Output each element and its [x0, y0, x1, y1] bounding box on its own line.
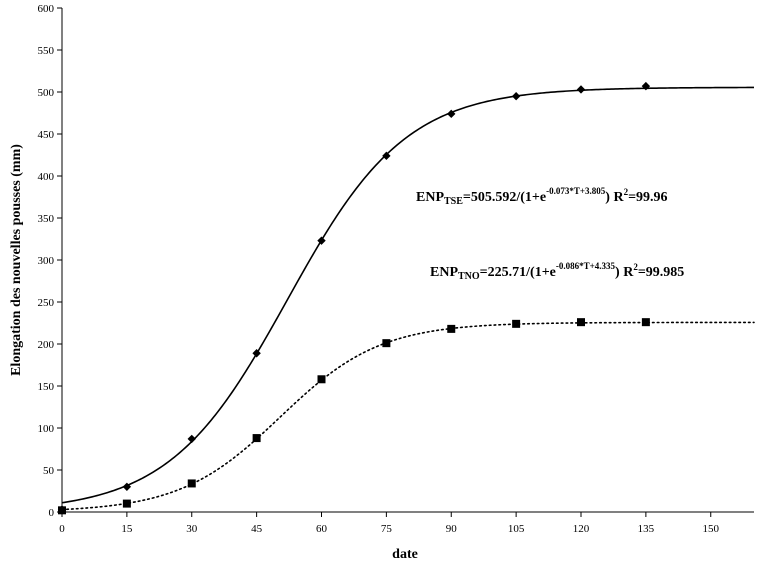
y-axis-title: Elongation des nouvelles pousses (mm) [9, 144, 24, 376]
x-tick-label: 45 [251, 523, 263, 535]
y-tick-label: 0 [49, 507, 55, 519]
y-tick-label: 50 [43, 465, 55, 477]
equation-tno: ENPTNO=225.71/(1+e-0.086*T+4.335) R2=99.… [430, 261, 684, 282]
x-tick-label: 75 [381, 523, 393, 535]
x-axis-title: date [392, 547, 418, 562]
fit-curves [61, 86, 755, 511]
data-point-square [512, 319, 521, 328]
equation-tse: ENPTSE=505.592/(1+e-0.073*T+3.805) R2=99… [416, 186, 668, 207]
data-point-square [382, 339, 391, 348]
data-points [57, 81, 651, 515]
data-point-diamond [382, 151, 391, 161]
x-tick-label: 150 [703, 523, 720, 535]
data-point-diamond [576, 85, 586, 94]
axes [61, 8, 754, 513]
x-tick-label: 105 [508, 523, 525, 535]
y-tick-label: 400 [38, 171, 55, 183]
data-point-square [577, 318, 585, 327]
x-tick-label: 90 [446, 523, 458, 535]
x-tick-label: 0 [59, 523, 65, 535]
data-point-square [641, 318, 650, 327]
x-axis-ticks: 0 15 30 45 60 75 90 105 120 135 150 [59, 512, 720, 535]
y-tick-label: 300 [38, 255, 55, 267]
data-point-diamond [641, 81, 651, 91]
data-point-diamond [447, 109, 456, 119]
y-tick-label: 500 [38, 87, 55, 99]
y-tick-label: 200 [38, 339, 55, 351]
data-point-square [447, 324, 456, 333]
data-point-square [187, 479, 196, 488]
x-tick-label: 120 [573, 523, 590, 535]
y-tick-label: 550 [38, 45, 55, 57]
fit-curve-1 [61, 86, 755, 504]
x-tick-label: 30 [186, 523, 198, 535]
y-tick-label: 350 [38, 213, 55, 225]
data-point-square [252, 434, 261, 443]
data-point-square [317, 375, 326, 384]
y-tick-label: 450 [38, 129, 55, 141]
y-tick-label: 150 [38, 381, 55, 393]
y-axis-ticks: 0 50 100 150 200 250 300 350 400 450 500 550 600 [38, 3, 62, 519]
data-point-diamond [511, 92, 521, 101]
data-point-diamond [187, 434, 196, 444]
y-tick-label: 600 [38, 3, 55, 15]
data-point-diamond [317, 236, 326, 245]
x-tick-label: 15 [121, 523, 133, 535]
data-point-square [58, 506, 66, 515]
y-tick-label: 100 [38, 423, 55, 435]
x-tick-label: 135 [638, 523, 655, 535]
x-tick-label: 60 [316, 523, 328, 535]
data-point-square [122, 499, 131, 508]
y-tick-label: 250 [38, 297, 55, 309]
data-point-diamond [252, 349, 261, 358]
data-point-diamond [122, 482, 132, 491]
fit-curve-2 [61, 321, 755, 511]
